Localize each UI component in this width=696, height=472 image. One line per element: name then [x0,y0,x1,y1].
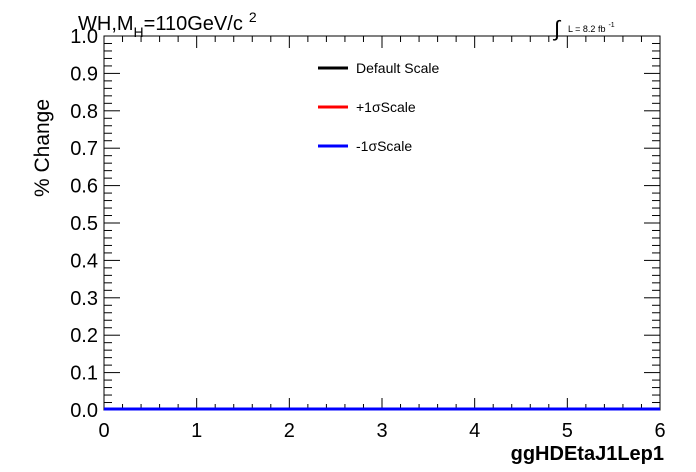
plot-frame [103,35,661,411]
y-tick-label: 0.4 [70,250,98,272]
x-tick-label: 0 [98,420,109,442]
lumi-superscript: -1 [608,22,614,29]
legend-label: Default Scale [356,60,439,76]
title-rest: =110GeV/c [144,13,243,35]
legend-label: +1σScale [356,99,416,115]
x-tick-label: 6 [654,420,665,442]
chart-title: WH,MH=110GeV/c 2 [78,9,257,40]
y-tick-label: 0.2 [70,325,98,347]
x-tick-label: 5 [562,420,573,442]
integral-sign: ∫ [552,16,562,41]
lumi-text: L = 8.2 fb [568,24,605,34]
y-tick-label: 0.3 [70,288,98,310]
y-axis-label: % Change [31,99,54,197]
x-axis: 0 1 2 3 4 5 6 [98,36,666,442]
x-tick-label: 1 [191,420,202,442]
y-tick-label: 0.7 [70,138,98,160]
title-main: WH,M [78,13,134,35]
y-tick-label: 1.0 [70,26,98,48]
x-tick-label: 2 [284,420,295,442]
y-tick-label: 0.0 [70,400,98,422]
title-superscript: 2 [249,9,257,25]
y-tick-label: 0.6 [70,176,98,198]
legend-label: -1σScale [356,138,412,154]
y-tick-label: 0.9 [70,63,98,85]
x-tick-label: 4 [469,420,480,442]
lumi-label: L = 8.2 fb -1 [568,22,615,34]
y-tick-label: 0.5 [70,213,98,235]
x-axis-label: ggHDEtaJ1Lep1 [511,443,664,465]
legend: Default Scale +1σScale -1σScale [318,60,439,154]
y-tick-label: 0.1 [70,363,98,385]
x-tick-label: 3 [376,420,387,442]
y-tick-label: 0.8 [70,101,98,123]
y-axis: 0.0 0.1 0.2 0.3 0.4 0.5 0.6 0.7 0.8 0.9 1.0 [70,26,660,422]
title-subscript: H [134,24,144,40]
